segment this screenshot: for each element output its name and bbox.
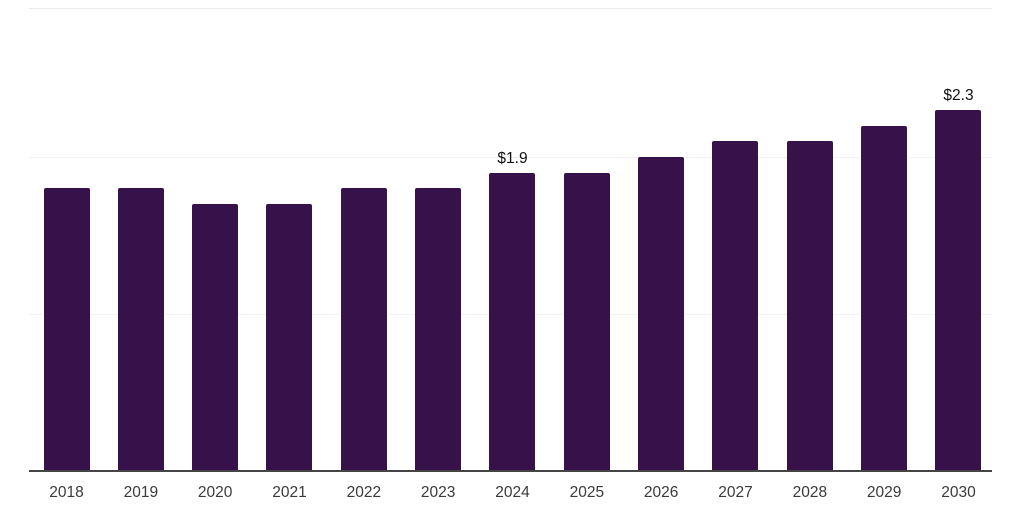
gridline — [29, 157, 992, 159]
bar-2030[interactable] — [935, 110, 982, 471]
x-tick-label-2019: 2019 — [123, 484, 159, 501]
x-tick-label-2022: 2022 — [346, 484, 382, 501]
bar-2019[interactable] — [117, 188, 164, 471]
x-tick-label-2026: 2026 — [643, 484, 679, 501]
bar-2028[interactable] — [786, 141, 833, 471]
x-tick-label-2024: 2024 — [495, 484, 530, 501]
x-tick-label-2030: 2030 — [941, 484, 976, 501]
bar-2018[interactable] — [43, 188, 90, 471]
x-tick-label-2029: 2029 — [866, 484, 902, 501]
bar-2029[interactable] — [861, 125, 908, 471]
bar-2022[interactable] — [340, 188, 387, 471]
plot-top-border — [29, 8, 992, 9]
x-axis-line — [29, 470, 992, 472]
bar-2023[interactable] — [415, 188, 462, 471]
bar-value-label: $1.9 — [497, 149, 528, 167]
bar-2026[interactable] — [638, 157, 685, 471]
x-tick-label-2021: 2021 — [272, 484, 307, 501]
bar-2025[interactable] — [563, 172, 610, 471]
x-tick-label-2025: 2025 — [569, 484, 605, 501]
x-tick-label-2020: 2020 — [197, 484, 233, 501]
bar-2024[interactable] — [489, 172, 536, 471]
x-tick-label-2028: 2028 — [792, 484, 828, 501]
x-tick-label-2023: 2023 — [420, 484, 456, 501]
x-tick-label-2018: 2018 — [49, 484, 84, 501]
x-tick-label-2027: 2027 — [718, 484, 753, 501]
bar-2027[interactable] — [712, 141, 759, 471]
bar-2020[interactable] — [192, 204, 239, 471]
bar-value-label: $2.3 — [943, 87, 974, 105]
bar-2021[interactable] — [266, 204, 313, 471]
